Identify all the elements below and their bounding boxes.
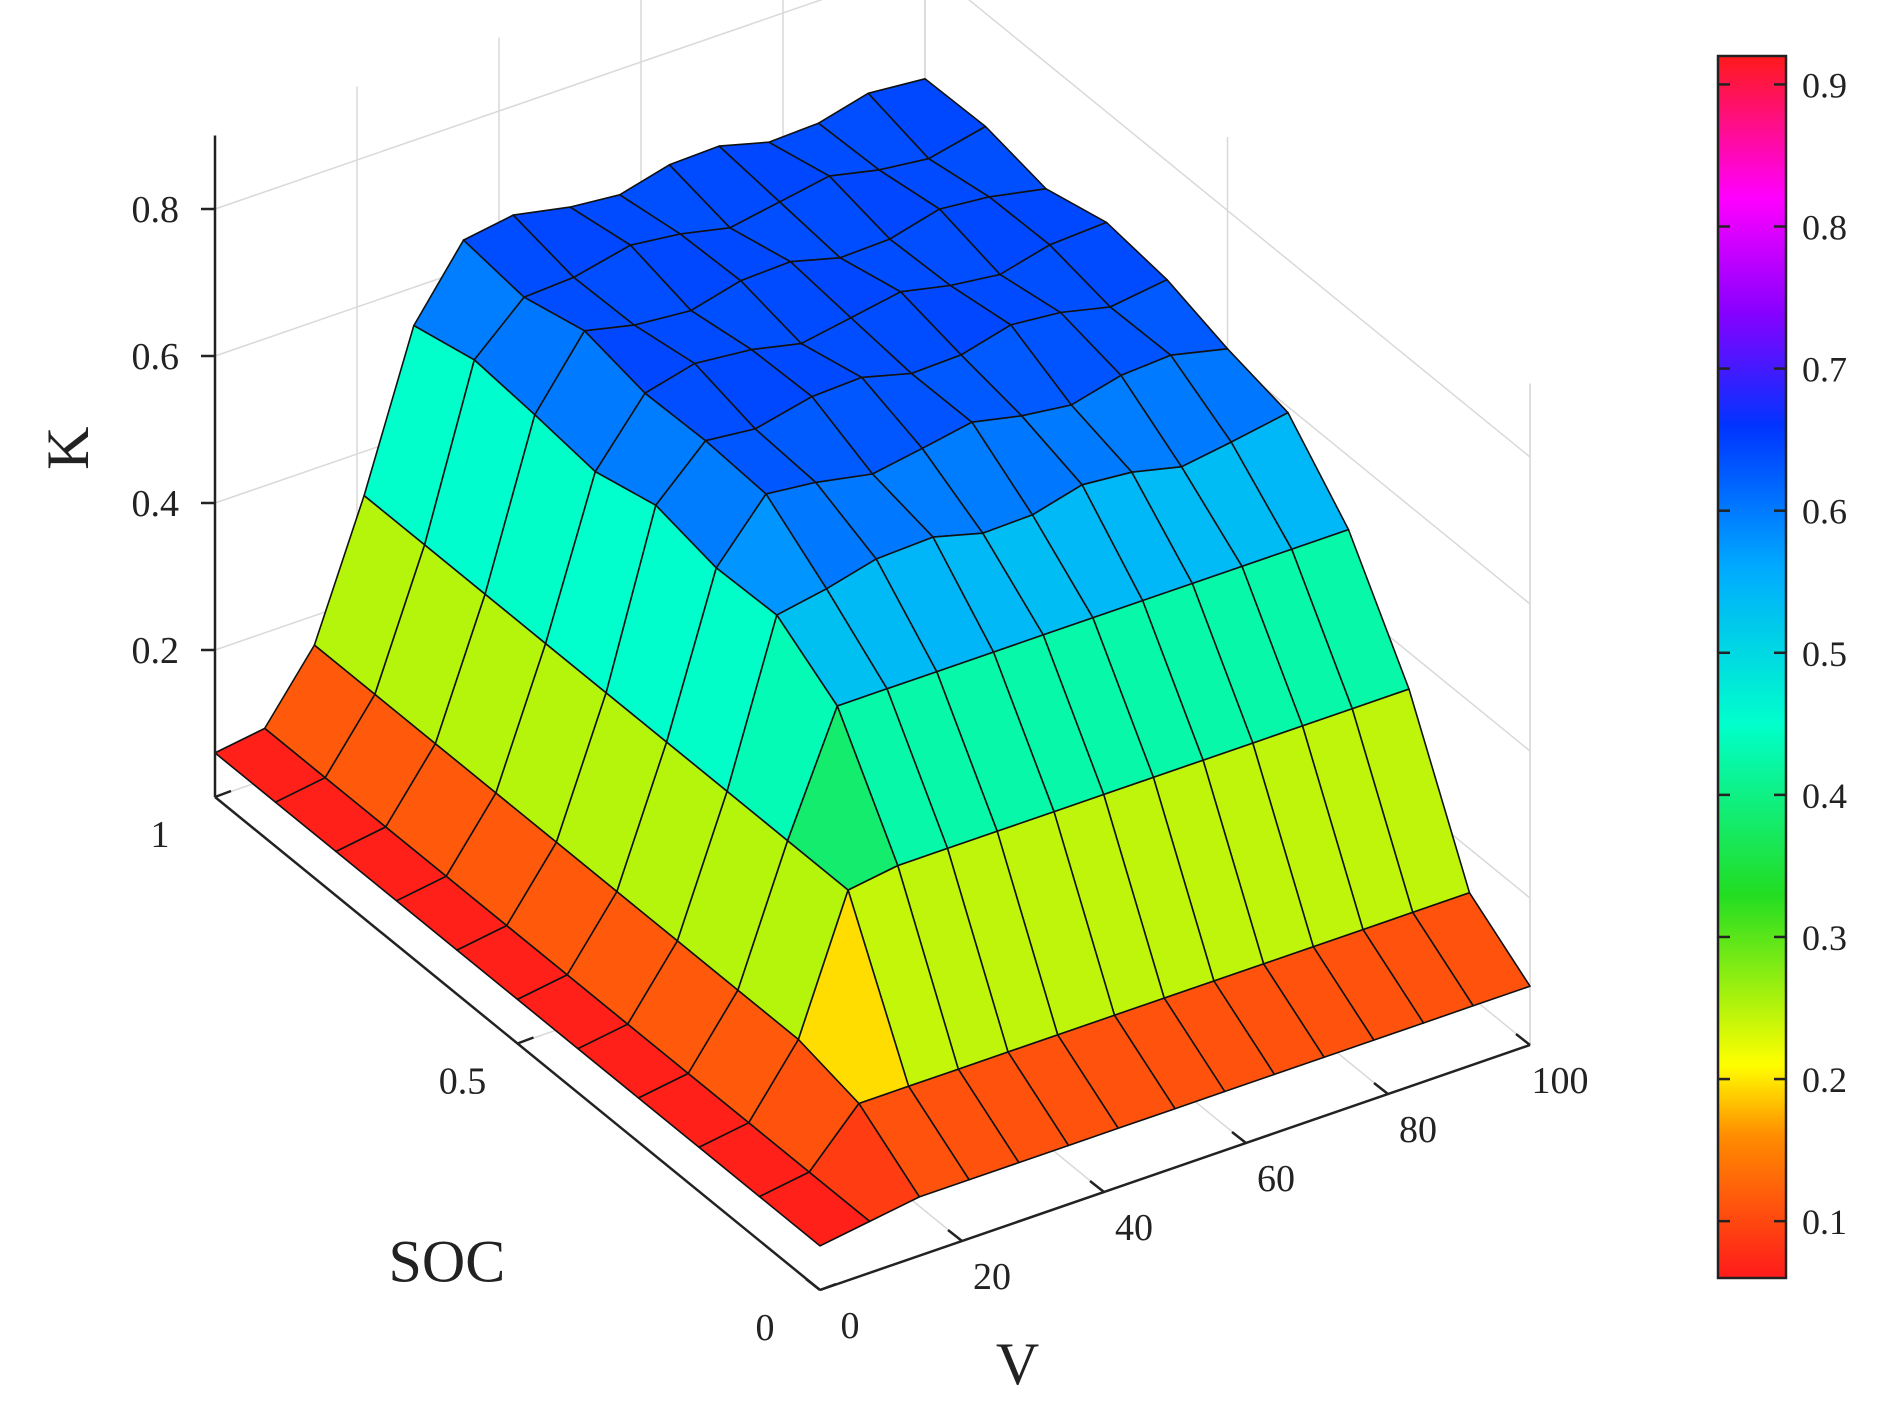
y-tick <box>214 789 232 799</box>
x-tick-label: 0 <box>841 1305 860 1347</box>
x-tick <box>1089 1180 1105 1193</box>
surface-patch <box>758 1171 871 1247</box>
y-tick-label: 1 <box>151 814 170 856</box>
x-tick <box>1373 1082 1389 1095</box>
colorbar-tick-label: 0.1 <box>1802 1202 1847 1242</box>
surface-layer <box>214 78 1531 1247</box>
x-tick <box>805 1278 821 1291</box>
z-tick-label: 0.2 <box>132 630 180 672</box>
y-tick-label: 0.5 <box>439 1061 487 1103</box>
x-axis-line <box>819 1043 1531 1292</box>
colorbar-tick-label: 0.5 <box>1802 634 1847 674</box>
z-tick-label: 0.6 <box>132 336 180 378</box>
z-tick-label: 0.8 <box>132 189 180 231</box>
x-tick-label: 40 <box>1115 1207 1153 1249</box>
x-tick <box>947 1229 963 1242</box>
colorbar-tick-label: 0.7 <box>1802 350 1847 390</box>
y-tick <box>819 1282 837 1292</box>
colorbar-tick-label: 0.4 <box>1802 776 1847 816</box>
z-tick-label: 0.4 <box>132 483 180 525</box>
colorbar-tick-label: 0.3 <box>1802 918 1847 958</box>
z-axis-title: K <box>35 427 101 470</box>
x-tick <box>1515 1033 1531 1046</box>
colorbar-tick-label: 0.8 <box>1802 208 1847 248</box>
y-axis-title: SOC <box>389 1229 506 1295</box>
colorbar <box>1716 54 1788 1280</box>
colorbar-tick-label: 0.9 <box>1802 65 1847 105</box>
colorbar-tick-label: 0.6 <box>1802 492 1847 532</box>
x-tick-label: 100 <box>1532 1060 1589 1102</box>
x-tick-label: 20 <box>973 1256 1011 1298</box>
grid-line-k <box>214 0 1531 458</box>
x-tick-label: 60 <box>1257 1158 1295 1200</box>
x-tick-label: 80 <box>1399 1109 1437 1151</box>
axis-layer: 0 20 40 60 80 100 0 0.5 1 0.2 0.4 0.6 0.8 K SOC V <box>35 135 1589 1397</box>
x-axis-title: V <box>996 1331 1039 1397</box>
y-tick-label: 0 <box>756 1307 775 1349</box>
colorbar-tick-label: 0.2 <box>1802 1060 1847 1100</box>
y-tick <box>517 1036 534 1045</box>
colorbar-layer: 0.1 0.2 0.3 0.4 0.5 0.6 0.7 0.8 0.9 <box>1716 54 1847 1280</box>
x-tick <box>1231 1131 1247 1144</box>
